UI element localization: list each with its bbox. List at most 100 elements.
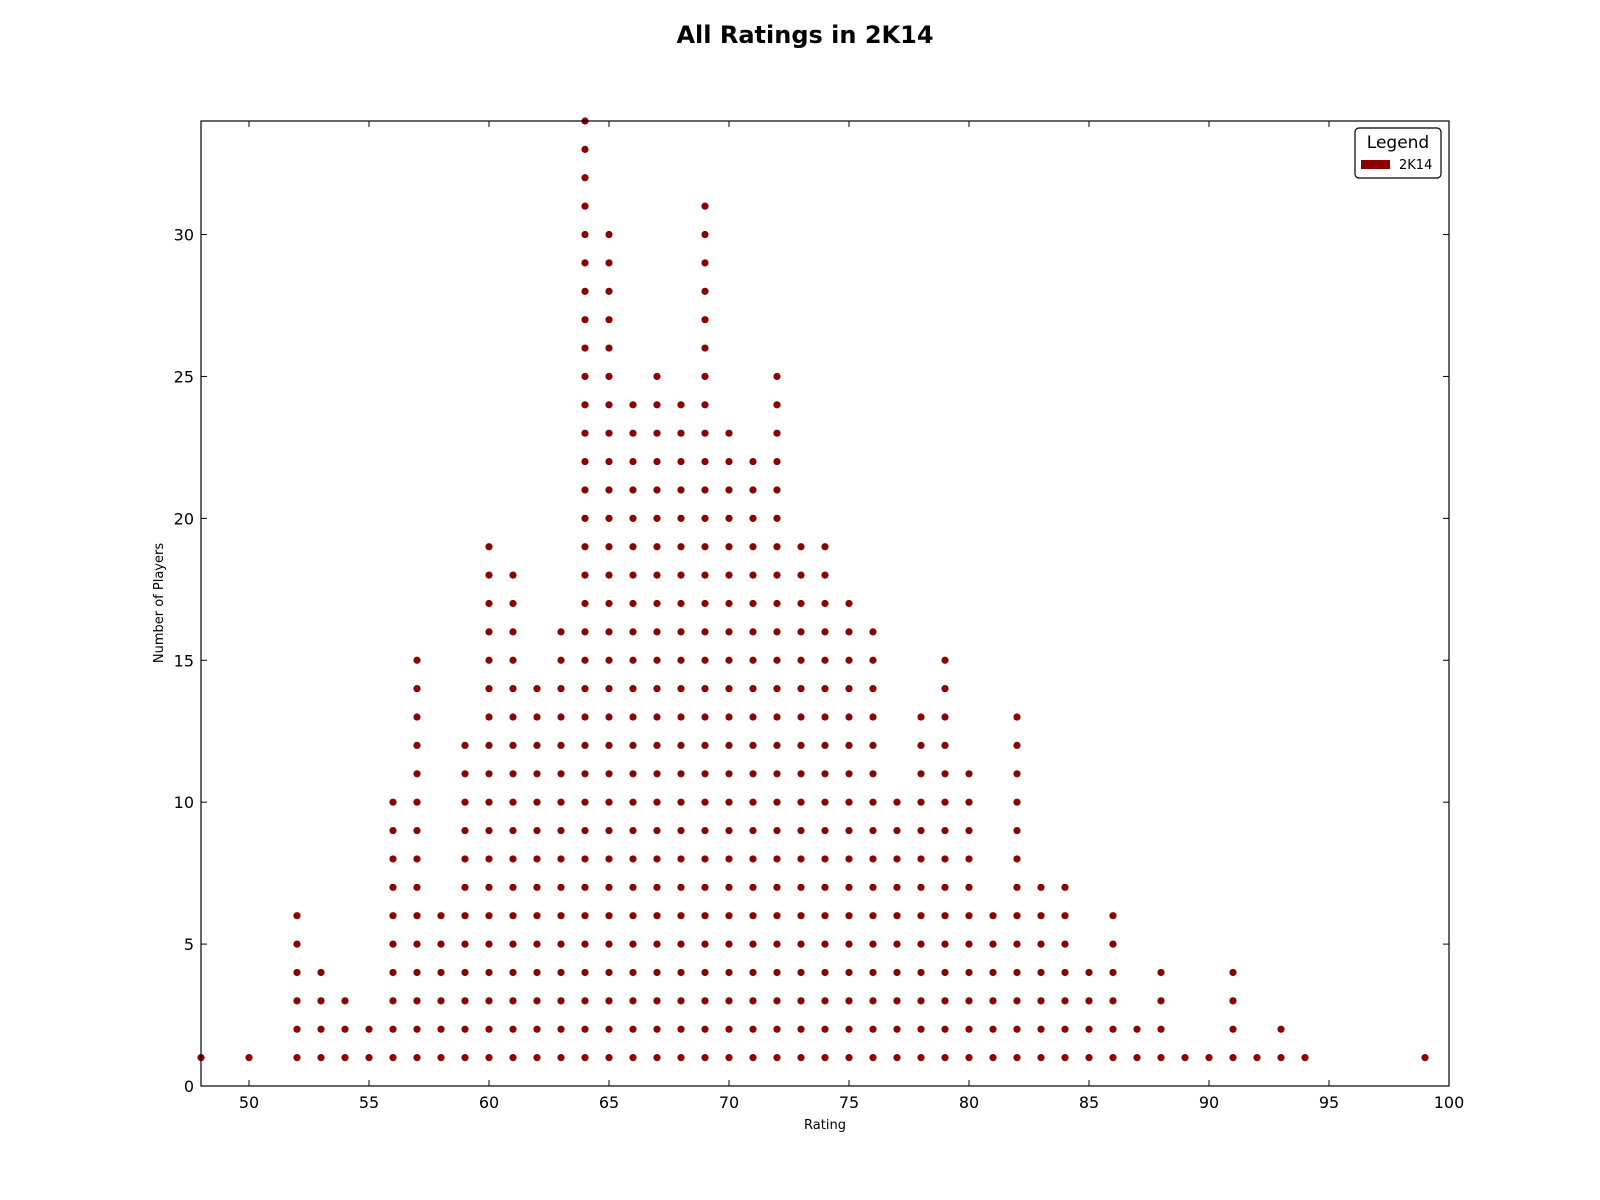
data-point — [773, 543, 781, 551]
x-tick-label: 85 — [1079, 1093, 1099, 1112]
data-point — [1109, 940, 1117, 948]
data-point — [773, 883, 781, 891]
data-point — [893, 940, 901, 948]
data-point — [701, 486, 709, 494]
data-point — [773, 372, 781, 381]
data-point — [581, 457, 589, 466]
data-point — [821, 855, 829, 863]
data-point — [797, 599, 805, 608]
data-point — [533, 912, 541, 920]
data-point — [773, 741, 781, 750]
data-point — [533, 770, 541, 778]
data-point — [653, 741, 661, 750]
data-point — [1013, 997, 1021, 1005]
data-point — [629, 798, 637, 806]
data-point — [413, 940, 421, 948]
data-point — [749, 628, 757, 636]
data-point — [437, 940, 445, 948]
data-point — [605, 1054, 613, 1062]
data-point — [1013, 798, 1021, 806]
data-point — [293, 997, 301, 1005]
data-point — [869, 741, 877, 750]
data-point — [821, 685, 829, 693]
data-point — [725, 571, 733, 579]
data-point — [773, 656, 781, 664]
data-point — [581, 656, 589, 664]
data-point — [725, 713, 733, 721]
data-point — [509, 713, 517, 721]
data-point — [509, 1025, 517, 1033]
data-point — [509, 599, 517, 608]
data-point — [341, 1054, 349, 1062]
data-point — [773, 968, 781, 977]
data-point — [677, 571, 685, 579]
data-point — [869, 798, 877, 806]
data-point — [701, 372, 709, 381]
data-point — [701, 968, 709, 977]
data-point — [413, 968, 421, 977]
data-point — [773, 1025, 781, 1033]
data-point — [1109, 968, 1117, 977]
data-point — [581, 685, 589, 693]
data-point — [869, 1054, 877, 1062]
data-point — [485, 1025, 493, 1033]
data-point — [725, 1025, 733, 1033]
data-point — [797, 997, 805, 1005]
data-point — [821, 940, 829, 948]
data-point — [413, 997, 421, 1005]
data-point — [701, 628, 709, 636]
data-point — [437, 997, 445, 1005]
data-point — [485, 543, 493, 551]
data-point — [749, 656, 757, 664]
legend-label-2k14: 2K14 — [1399, 158, 1432, 173]
data-point — [941, 940, 949, 948]
data-point — [605, 628, 613, 636]
data-point — [485, 798, 493, 806]
data-point — [821, 883, 829, 891]
data-point — [725, 543, 733, 551]
data-point — [725, 599, 733, 608]
data-point — [821, 770, 829, 778]
data-point — [845, 968, 853, 977]
data-point — [605, 855, 613, 863]
data-point — [389, 855, 397, 863]
data-point — [773, 912, 781, 920]
data-point — [1013, 770, 1021, 778]
data-point — [677, 770, 685, 778]
data-point — [509, 685, 517, 693]
data-point — [845, 912, 853, 920]
data-point — [989, 997, 997, 1005]
data-point — [653, 770, 661, 778]
data-point — [653, 685, 661, 693]
data-point — [653, 571, 661, 579]
data-point — [581, 940, 589, 948]
data-point — [797, 543, 805, 551]
data-point — [581, 741, 589, 750]
data-point — [605, 940, 613, 948]
data-point — [509, 883, 517, 891]
data-point — [701, 940, 709, 948]
data-point — [461, 770, 469, 778]
data-point — [677, 1025, 685, 1033]
data-point — [845, 770, 853, 778]
data-point — [605, 543, 613, 551]
data-point — [485, 685, 493, 693]
data-point — [1301, 1054, 1309, 1062]
data-point — [509, 571, 517, 579]
data-point — [653, 1025, 661, 1033]
data-point — [581, 230, 589, 239]
data-point — [629, 429, 637, 437]
data-point — [1229, 997, 1237, 1005]
x-tick-label: 70 — [719, 1093, 739, 1112]
data-point — [629, 514, 637, 522]
data-point — [941, 855, 949, 863]
data-point — [965, 883, 973, 891]
data-point — [941, 713, 949, 721]
data-point — [629, 1025, 637, 1033]
data-point — [509, 1054, 517, 1062]
data-point — [461, 855, 469, 863]
data-point — [725, 855, 733, 863]
data-point — [461, 798, 469, 806]
data-point — [581, 344, 589, 352]
data-point — [389, 1025, 397, 1033]
